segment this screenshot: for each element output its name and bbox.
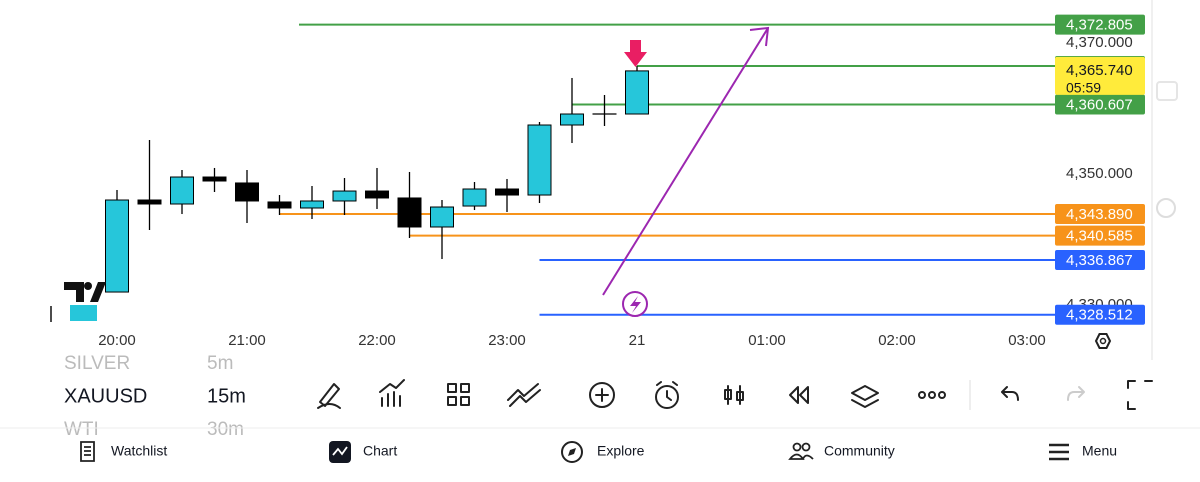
plot: 20:00 21:00 22:00 23:00 21 01:00 02:00 03:00 4,3… — [98, 14, 1145, 349]
level-box — [1055, 14, 1145, 35]
nav-item[interactable]: Chart — [363, 443, 397, 459]
redo-tool[interactable] — [1067, 386, 1085, 401]
interval[interactable]: 15m — [207, 385, 246, 407]
level-label: 4,372.805 — [1066, 17, 1133, 34]
current-price-label: 4,365.740 — [1066, 62, 1133, 79]
candle-body — [625, 70, 649, 115]
layout-tool[interactable] — [447, 383, 470, 406]
explore-icon — [561, 441, 583, 463]
signal-arrow — [624, 40, 647, 67]
replay-tool[interactable] — [789, 386, 809, 404]
alert-bolt — [630, 296, 641, 313]
candle-body — [527, 124, 552, 196]
alert-tool[interactable] — [655, 385, 679, 409]
nav-item[interactable]: Menu — [1082, 443, 1117, 459]
trend-arrow — [602, 27, 769, 296]
logo — [64, 282, 106, 321]
level-label: 4,343.890 — [1066, 206, 1133, 223]
candle-body — [495, 188, 519, 196]
time-label: 21:00 — [228, 332, 266, 349]
chart-type-tool[interactable] — [724, 385, 744, 405]
candle-body — [397, 197, 422, 228]
time-label: 02:00 — [878, 332, 916, 349]
price-label: 4,350.000 — [1066, 165, 1133, 182]
candle-body — [332, 190, 357, 202]
menu-icon — [1049, 443, 1069, 461]
level-label: 4,340.585 — [1066, 228, 1133, 245]
toolbar: SILVER 5m XAUUSD 15m WTI 30m — [64, 353, 1153, 440]
compare-tool[interactable] — [507, 383, 541, 407]
watchlist-icon — [80, 441, 95, 462]
explore-needle — [568, 448, 576, 456]
symbol-prev[interactable]: SILVER — [64, 353, 130, 374]
side-icon — [1156, 198, 1176, 218]
nav-item[interactable]: Watchlist — [111, 443, 167, 459]
fullscreen-tool[interactable] — [1127, 380, 1153, 410]
candle-body — [202, 176, 227, 182]
level-box — [1055, 225, 1145, 246]
candle-body — [235, 182, 259, 202]
time-label: 23:00 — [488, 332, 526, 349]
candle-body — [137, 199, 162, 205]
interval-next[interactable]: 30m — [207, 419, 244, 440]
candle-body — [105, 199, 129, 293]
layers-tool[interactable] — [851, 385, 879, 408]
level-label: 4,336.867 — [1066, 252, 1133, 269]
level-box — [1055, 304, 1145, 325]
level-label: 4,328.512 — [1066, 307, 1133, 324]
draw-tool[interactable] — [317, 383, 341, 409]
arrow-head — [749, 26, 770, 47]
level-box — [1055, 250, 1145, 271]
more-tool[interactable] — [938, 391, 946, 399]
side-icon — [1156, 81, 1178, 101]
time-label: 21 — [629, 332, 646, 349]
nav-item[interactable]: Explore — [597, 443, 645, 459]
countdown: 05:59 — [1066, 80, 1101, 96]
settings-icon[interactable] — [1094, 333, 1112, 349]
candle-body — [365, 190, 389, 199]
level-box — [1055, 94, 1145, 115]
nav-item[interactable]: Community — [824, 443, 895, 459]
time-label: 20:00 — [98, 332, 136, 349]
symbol[interactable]: XAUUSD — [64, 385, 147, 407]
candle-body — [267, 201, 292, 209]
time-label: 03:00 — [1008, 332, 1046, 349]
chart-icon-line — [332, 446, 348, 456]
settings-dot — [1099, 337, 1107, 345]
price-label: 4,370.000 — [1066, 34, 1133, 51]
indicators-tool[interactable] — [379, 379, 405, 407]
time-label: 22:00 — [358, 332, 396, 349]
candle-body — [462, 188, 487, 207]
candle-body — [560, 113, 584, 126]
bottom-nav: Watchlist Chart Explore Community Menu — [80, 441, 1117, 463]
interval-prev[interactable]: 5m — [207, 353, 233, 374]
level-box — [1055, 204, 1145, 225]
add-tool[interactable] — [589, 382, 615, 408]
current-price-box — [1055, 56, 1145, 95]
undo-tool[interactable] — [1001, 386, 1019, 401]
candle-body — [300, 200, 324, 209]
candle-body — [430, 206, 454, 228]
candle-body — [170, 176, 194, 205]
community-icon — [788, 442, 814, 460]
level-label: 4,360.607 — [1066, 96, 1133, 113]
time-label: 01:00 — [748, 332, 786, 349]
symbol-next[interactable]: WTI — [64, 419, 99, 440]
